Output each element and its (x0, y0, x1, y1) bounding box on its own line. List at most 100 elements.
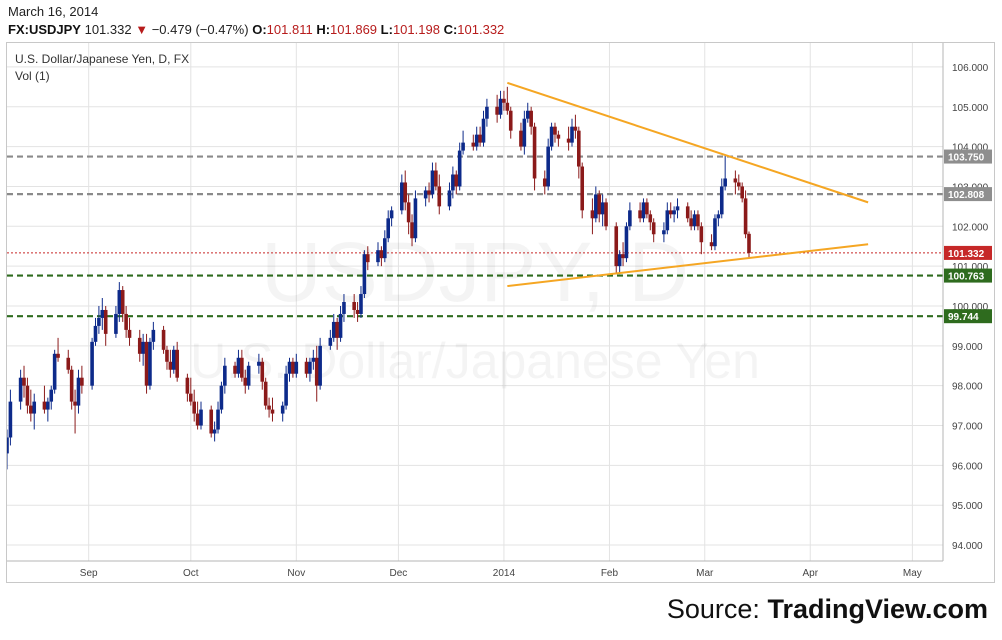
candle (69, 365, 74, 410)
candle-body (22, 377, 26, 386)
candle-body (117, 290, 122, 314)
candle-body (18, 377, 23, 402)
candle (454, 170, 459, 195)
source-name[interactable]: TradingView.com (767, 594, 988, 624)
candle-body (243, 377, 248, 386)
price-change: −0.479 (−0.47%) (151, 22, 249, 37)
candle (335, 317, 339, 350)
open-value: 101.811 (266, 22, 313, 37)
candle (97, 305, 101, 334)
candle (80, 365, 84, 394)
candle-body (532, 126, 537, 179)
candle (22, 365, 26, 398)
candle-body (400, 182, 404, 211)
candle (474, 126, 479, 151)
candle-body (471, 142, 476, 147)
candle-body (573, 126, 578, 131)
candle (365, 246, 370, 271)
candle (165, 345, 169, 370)
y-tick-label: 101.000 (952, 262, 989, 273)
candle-body (263, 381, 268, 406)
candle (386, 210, 391, 243)
candle (280, 401, 285, 422)
symbol[interactable]: FX:USDJPY (8, 22, 81, 37)
candle-body (42, 401, 47, 410)
candle-body (594, 194, 598, 219)
candle-body (284, 373, 288, 406)
candle (461, 130, 465, 155)
candle (617, 250, 622, 275)
candle (522, 110, 527, 155)
candle (573, 114, 578, 139)
candle (597, 190, 602, 223)
source-credit: Source: TradingView.com (667, 594, 988, 625)
y-axis[interactable]: 94.000 95.000 96.000 97.000 98.000 99.000 100.… (942, 43, 992, 561)
candle (209, 405, 214, 438)
candle (457, 142, 462, 191)
close-value: 101.332 (457, 22, 505, 37)
x-tick-label: Nov (287, 568, 305, 579)
candle-body (328, 337, 333, 346)
candle-body (474, 134, 479, 147)
candle (328, 329, 333, 350)
candle-body (522, 118, 527, 147)
candle-body (365, 254, 370, 263)
level-label: 101.332 (948, 249, 985, 260)
candle-body (529, 110, 533, 127)
candle-body (233, 365, 237, 374)
candle-body (645, 202, 649, 215)
level-label-box (944, 268, 992, 283)
x-axis[interactable]: Sep Oct Nov Dec 2014 Feb Mar Apr May (7, 560, 943, 579)
candle-body (617, 254, 622, 267)
candle (100, 298, 105, 330)
candle (713, 214, 717, 251)
candle (141, 333, 145, 366)
candle-body (120, 290, 125, 314)
candle (406, 194, 411, 235)
candle-body (525, 110, 530, 119)
candle (243, 369, 248, 394)
candle-body (29, 405, 33, 414)
y-tick-label: 104.000 (952, 143, 989, 154)
candle (32, 393, 37, 430)
candle (570, 118, 574, 147)
candle-body (434, 170, 438, 187)
candle (168, 349, 173, 378)
candle (662, 222, 666, 243)
candle (668, 202, 673, 219)
chart-title: U.S. Dollar/Japanese Yen, D, FX (15, 52, 189, 66)
candle (556, 130, 561, 147)
candle (410, 214, 414, 247)
candle (400, 174, 404, 215)
x-tick-label: Dec (390, 568, 408, 579)
candle-body (413, 198, 418, 239)
candle-body (624, 226, 629, 259)
candle-body (8, 401, 13, 438)
candle-body (406, 202, 411, 223)
candle-body (304, 361, 309, 374)
candle-body (331, 321, 336, 338)
candle-body (556, 134, 561, 139)
low-label: L: (380, 22, 393, 37)
x-tick-label: Mar (696, 568, 714, 579)
close-label: C: (443, 22, 458, 37)
candle-body (114, 313, 118, 334)
candle-body (100, 309, 105, 318)
candle-body (52, 353, 57, 390)
trendline (507, 243, 869, 288)
candle-body (342, 302, 346, 314)
candle-body (240, 357, 244, 378)
candle (46, 397, 50, 422)
chart-frame[interactable]: USDJPY, D U.S. Dollar/Japanese Yen 94.00… (6, 42, 995, 583)
candle (692, 210, 697, 231)
candle-body (713, 218, 717, 247)
candle (600, 194, 605, 227)
candle (29, 389, 33, 422)
candle-body (56, 353, 60, 358)
candle (403, 170, 408, 211)
candle-body (270, 409, 275, 414)
candle (236, 349, 241, 378)
candle-body (604, 202, 608, 227)
candlestick-chart[interactable]: USDJPY, D U.S. Dollar/Japanese Yen 94.00… (7, 43, 994, 582)
candle (331, 313, 336, 342)
